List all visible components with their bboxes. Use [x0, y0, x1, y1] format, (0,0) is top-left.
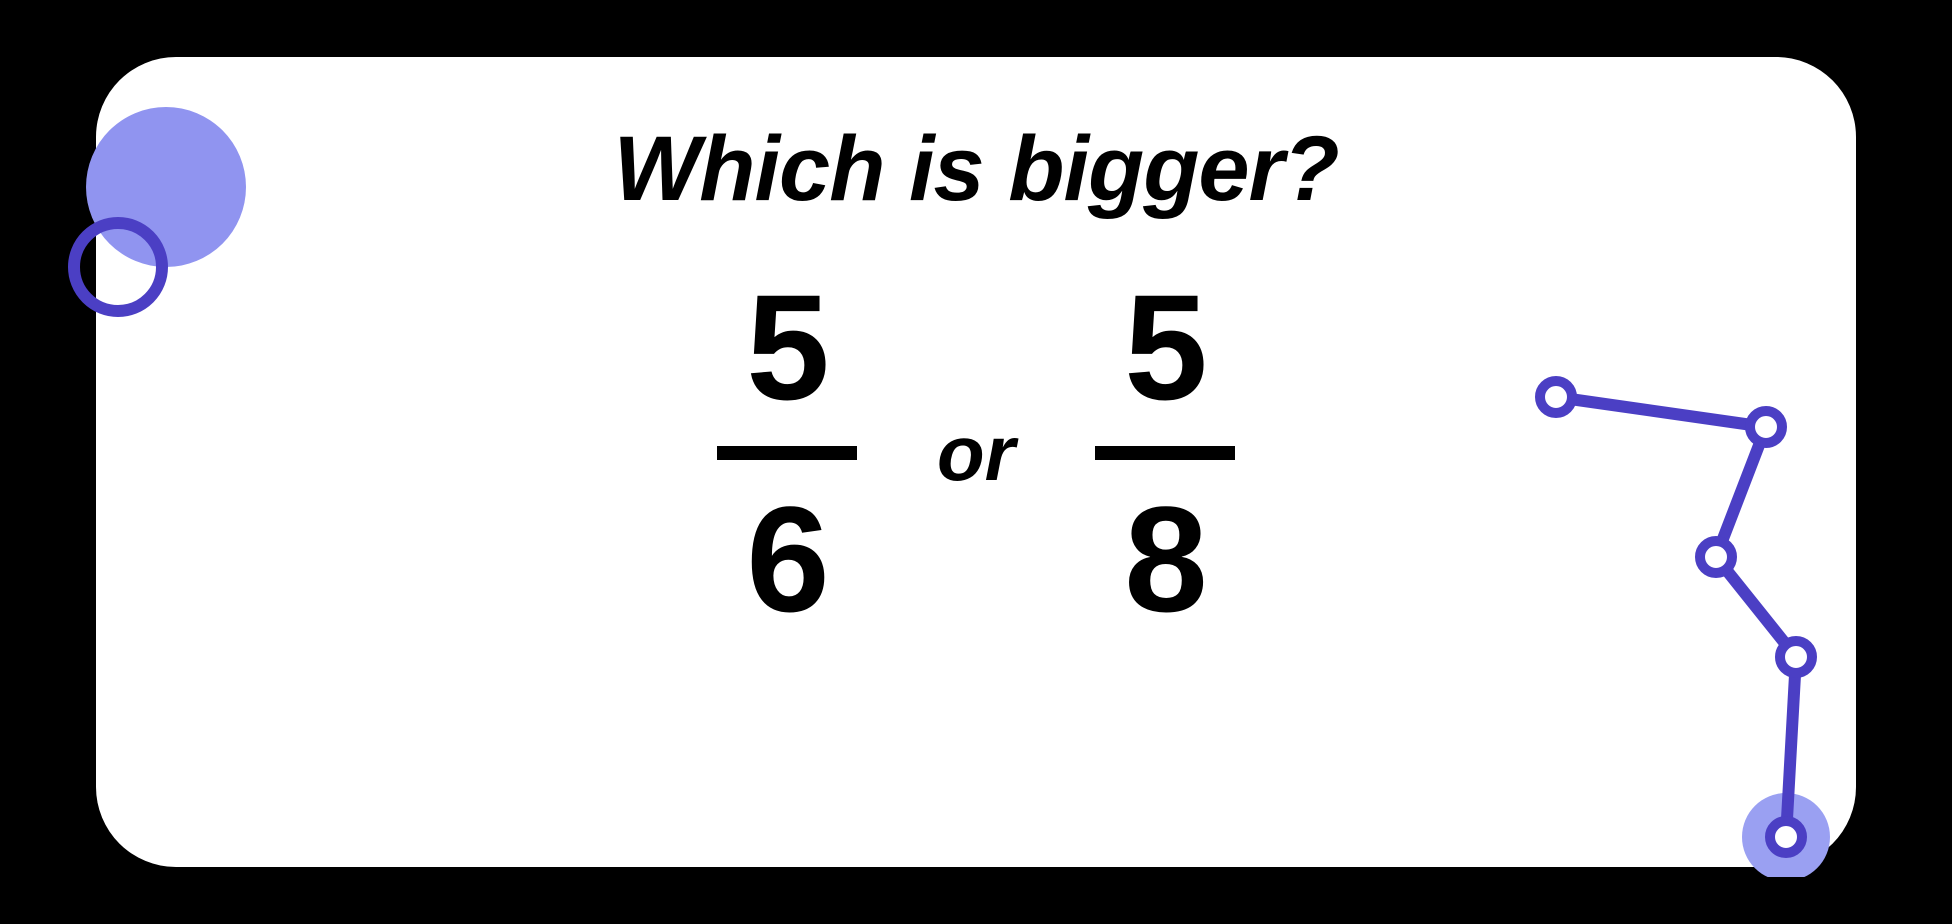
fraction-b-bar [1095, 446, 1235, 460]
fraction-b-denominator: 8 [1124, 484, 1205, 634]
fraction-a: 5 6 [717, 272, 857, 634]
question-card: Which is bigger? 5 6 or 5 8 [96, 57, 1856, 867]
constellation-icon [1516, 357, 1876, 877]
question-title: Which is bigger? [96, 117, 1856, 222]
comparison-separator: or [937, 408, 1015, 499]
fraction-a-bar [717, 446, 857, 460]
fraction-b-numerator: 5 [1124, 272, 1205, 422]
fraction-a-denominator: 6 [746, 484, 827, 634]
decorative-circle-ring [68, 217, 168, 317]
fraction-a-numerator: 5 [746, 272, 827, 422]
fraction-b: 5 8 [1095, 272, 1235, 634]
